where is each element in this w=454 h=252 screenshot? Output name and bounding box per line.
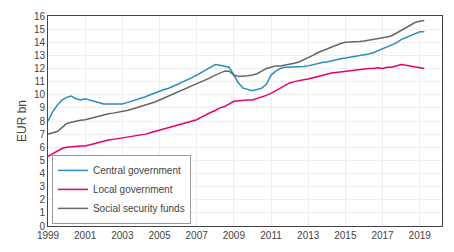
- svg-text:15: 15: [34, 24, 46, 35]
- svg-text:2: 2: [39, 194, 45, 205]
- svg-text:2011: 2011: [260, 230, 282, 241]
- svg-text:Social security funds: Social security funds: [93, 203, 185, 214]
- svg-text:2017: 2017: [371, 230, 394, 241]
- svg-text:2001: 2001: [74, 230, 97, 241]
- svg-text:Local government: Local government: [93, 184, 173, 195]
- svg-text:1999: 1999: [37, 230, 60, 241]
- svg-text:8: 8: [39, 116, 45, 127]
- svg-text:2007: 2007: [186, 230, 209, 241]
- svg-text:4: 4: [39, 168, 45, 179]
- svg-text:12: 12: [34, 63, 46, 74]
- svg-text:2003: 2003: [111, 230, 134, 241]
- svg-text:7: 7: [39, 129, 45, 140]
- svg-text:1: 1: [39, 207, 45, 218]
- svg-text:2009: 2009: [223, 230, 246, 241]
- svg-text:EUR bn: EUR bn: [15, 100, 29, 142]
- svg-text:0: 0: [39, 221, 45, 232]
- svg-text:6: 6: [39, 142, 45, 153]
- svg-text:10: 10: [34, 89, 46, 100]
- svg-text:14: 14: [34, 37, 46, 48]
- svg-text:16: 16: [34, 11, 46, 22]
- svg-text:13: 13: [34, 50, 46, 61]
- svg-text:Central government: Central government: [93, 165, 181, 176]
- svg-text:5: 5: [39, 155, 45, 166]
- svg-text:9: 9: [39, 102, 45, 113]
- svg-text:2005: 2005: [148, 230, 171, 241]
- svg-text:3: 3: [39, 181, 45, 192]
- svg-text:2013: 2013: [297, 230, 320, 241]
- svg-text:2015: 2015: [334, 230, 357, 241]
- svg-text:2019: 2019: [409, 230, 432, 241]
- svg-text:11: 11: [35, 76, 46, 87]
